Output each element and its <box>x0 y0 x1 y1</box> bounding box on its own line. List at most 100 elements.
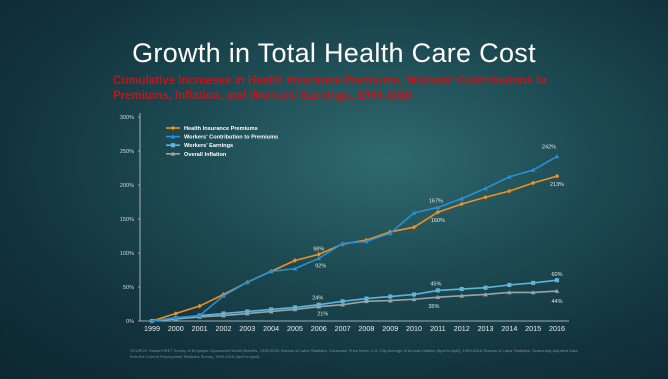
slide-title: Growth in Total Health Care Cost <box>132 38 536 68</box>
data-point-overall-inflation <box>530 290 536 295</box>
data-label: 92% <box>315 263 326 269</box>
x-tick-label: 2009 <box>382 324 398 333</box>
data-point-overall-inflation <box>483 292 488 297</box>
data-point-health-insurance-premiums <box>530 180 536 186</box>
x-tick-label: 2010 <box>406 324 422 333</box>
data-point-workers-earnings <box>435 288 440 293</box>
data-point-workers-contribution-to-premiums <box>244 279 250 285</box>
x-tick-label: 2003 <box>239 324 255 333</box>
y-tick-label: 250% <box>120 149 134 155</box>
data-label: 60% <box>551 272 562 278</box>
data-label: 160% <box>431 218 445 224</box>
legend-marker <box>170 134 176 139</box>
data-point-workers-earnings <box>459 286 464 292</box>
data-point-workers-earnings <box>364 296 369 301</box>
series-line-overall-inflation <box>151 290 558 322</box>
data-point-workers-earnings <box>554 278 560 283</box>
data-point-health-insurance-premiums <box>435 209 441 215</box>
y-tick-label: 200% <box>120 183 134 189</box>
data-point-workers-contribution-to-premiums <box>316 256 322 261</box>
data-point-workers-earnings <box>221 311 226 316</box>
data-label: 45% <box>430 281 441 287</box>
data-point-workers-earnings <box>507 282 512 288</box>
legend-label: Workers' Earnings <box>184 143 233 149</box>
data-point-health-insurance-premiums <box>483 194 488 200</box>
data-point-workers-earnings <box>269 307 274 312</box>
data-point-overall-inflation <box>411 296 417 302</box>
data-point-health-insurance-premiums <box>197 303 202 309</box>
data-point-overall-inflation <box>435 294 441 300</box>
data-point-workers-contribution-to-premiums <box>292 266 298 271</box>
x-tick-label: 2002 <box>215 324 231 333</box>
legend-label: Health Insurance Premiums <box>184 126 258 132</box>
x-tick-label: 2011 <box>430 324 445 333</box>
data-point-workers-contribution-to-premiums <box>507 174 512 179</box>
x-tick-label: 1999 <box>144 324 160 333</box>
x-tick-label: 2008 <box>358 324 374 333</box>
data-point-workers-earnings <box>340 299 345 304</box>
data-label: 98% <box>313 246 324 252</box>
y-tick-label: 100% <box>120 251 134 257</box>
x-tick-label: 2013 <box>478 324 494 333</box>
data-point-health-insurance-premiums <box>554 173 560 179</box>
data-point-workers-contribution-to-premiums <box>173 315 179 320</box>
data-label: 242% <box>542 144 556 150</box>
data-point-workers-contribution-to-premiums <box>435 205 441 210</box>
data-point-workers-contribution-to-premiums <box>340 241 345 246</box>
series-line-workers-contribution-to-premiums <box>151 155 558 322</box>
y-tick-label: 300% <box>120 115 134 121</box>
data-point-workers-contribution-to-premiums <box>530 167 536 172</box>
data-point-workers-contribution-to-premiums <box>149 318 155 323</box>
legend-marker <box>170 125 176 131</box>
chart-subtitle: Cumulative Increases in Health Insurance… <box>113 75 547 102</box>
series-line-workers-earnings <box>151 279 558 322</box>
x-tick-label: 2001 <box>192 324 208 333</box>
y-tick-label: 0% <box>126 319 134 325</box>
data-point-workers-earnings <box>531 280 536 285</box>
x-tick-label: 2016 <box>549 324 565 333</box>
data-point-overall-inflation <box>340 302 345 307</box>
data-label: 167% <box>429 198 443 204</box>
data-label: 24% <box>312 296 323 302</box>
data-point-workers-contribution-to-premiums <box>268 269 274 274</box>
data-label: 44% <box>551 299 562 305</box>
data-point-workers-contribution-to-premiums <box>554 154 560 159</box>
data-point-workers-contribution-to-premiums <box>364 239 369 244</box>
source-note: SOURCE: Kaiser/HRET Survey of Employer-S… <box>130 348 578 359</box>
data-point-workers-contribution-to-premiums <box>483 186 488 191</box>
data-point-overall-inflation <box>554 288 560 293</box>
data-label: 21% <box>317 312 328 318</box>
data-label: 35% <box>428 304 439 310</box>
data-point-health-insurance-premiums <box>316 252 322 257</box>
data-label: 213% <box>550 182 564 188</box>
data-point-workers-earnings <box>483 285 488 290</box>
data-point-health-insurance-premiums <box>292 258 298 263</box>
x-tick-label: 2015 <box>525 324 541 333</box>
y-tick-label: 150% <box>120 217 134 223</box>
legend-marker <box>170 143 176 148</box>
data-point-workers-earnings <box>316 302 321 307</box>
x-tick-label: 2000 <box>168 324 184 333</box>
data-point-health-insurance-premiums <box>459 201 465 207</box>
data-point-workers-earnings <box>411 292 417 297</box>
x-tick-label: 2006 <box>311 324 327 333</box>
legend-label: Workers' Contribution to Premiums <box>184 135 278 141</box>
data-point-overall-inflation <box>387 298 393 303</box>
data-point-health-insurance-premiums <box>411 224 417 230</box>
x-tick-label: 2004 <box>263 324 279 333</box>
data-point-health-insurance-premiums <box>173 311 179 316</box>
data-point-workers-earnings <box>388 294 393 299</box>
legend-marker <box>170 151 176 156</box>
data-point-workers-contribution-to-premiums <box>221 293 226 298</box>
data-point-workers-contribution-to-premiums <box>459 196 465 201</box>
data-point-workers-contribution-to-premiums <box>197 313 202 318</box>
data-point-overall-inflation <box>507 290 512 295</box>
legend-label: Overall Inflation <box>184 152 227 158</box>
data-point-workers-earnings <box>292 305 298 310</box>
x-tick-label: 2005 <box>287 324 303 333</box>
y-tick-label: 50% <box>123 285 134 291</box>
data-point-health-insurance-premiums <box>507 188 512 194</box>
x-tick-label: 2007 <box>335 324 351 333</box>
data-point-overall-inflation <box>459 293 465 298</box>
